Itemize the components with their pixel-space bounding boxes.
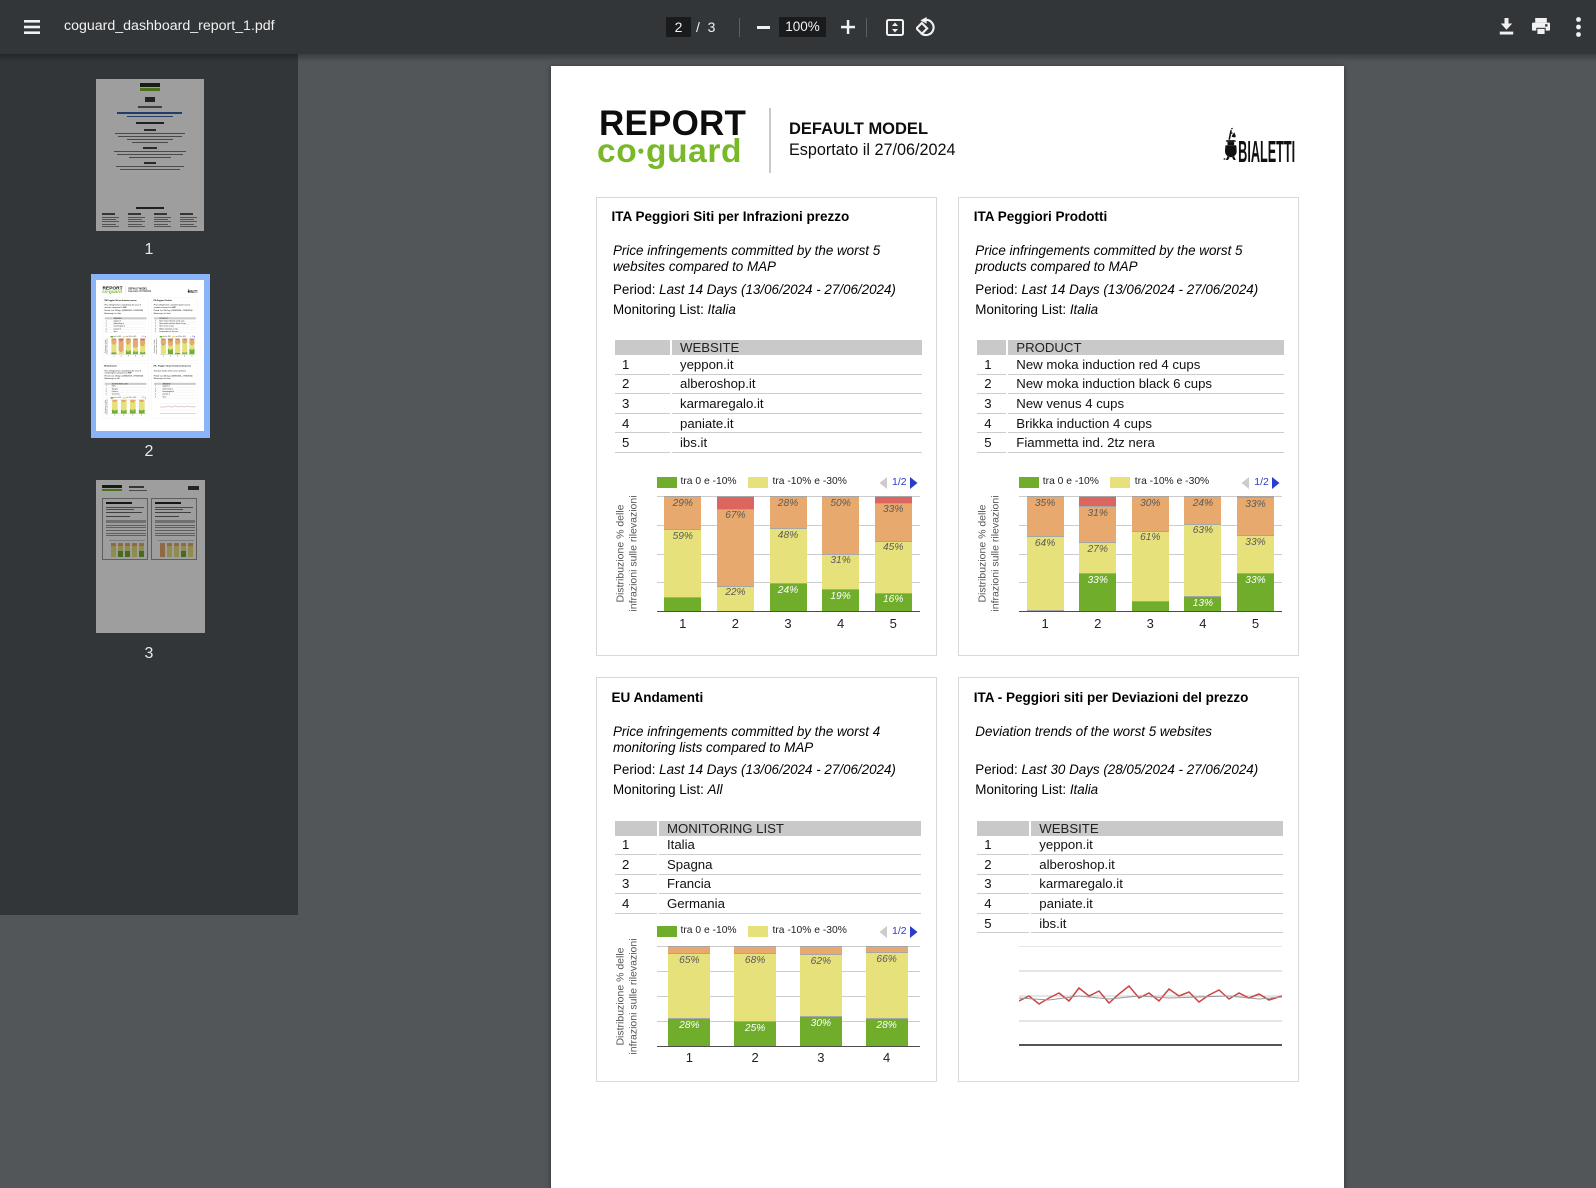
svg-text:BIALETTI: BIALETTI (1238, 135, 1295, 162)
svg-text:BIALETTI: BIALETTI (190, 289, 198, 293)
